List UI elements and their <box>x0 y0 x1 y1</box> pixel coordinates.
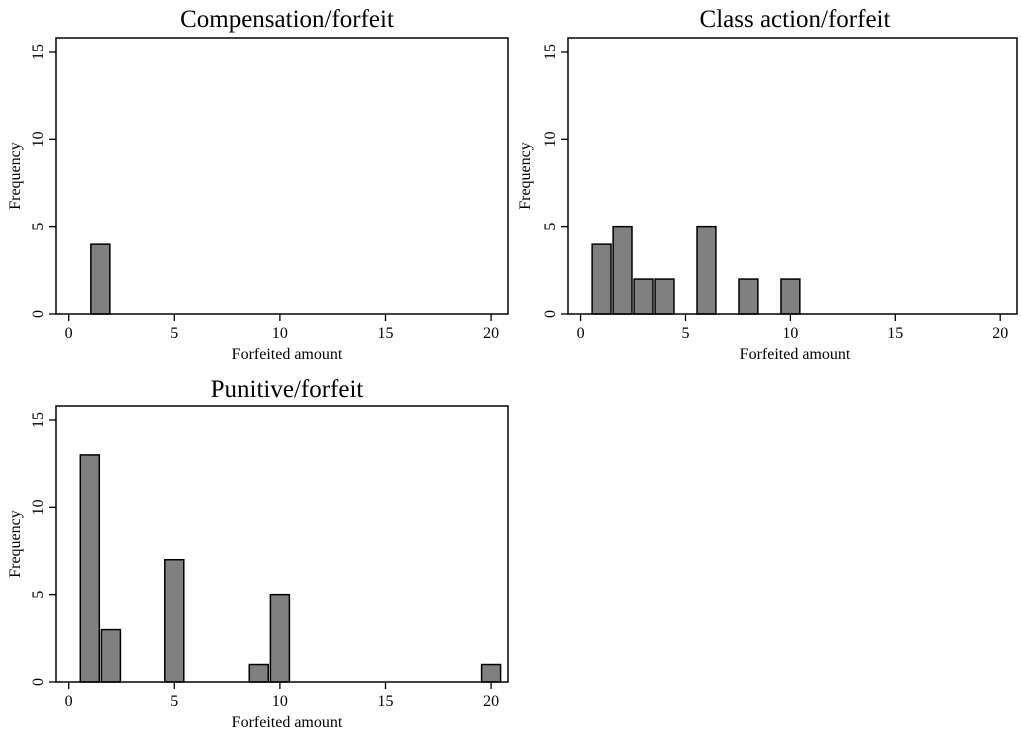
histogram-bar <box>269 593 291 683</box>
x-tick-label: 20 <box>483 693 499 710</box>
histogram-bar <box>164 558 185 683</box>
histogram-panel-3: Punitive/forfeit 0 5 10 15 20 0 5 10 15 Forfeited … <box>7 376 509 731</box>
plot-frame <box>567 37 1018 315</box>
y-axis-label: Frequency <box>517 142 534 210</box>
y-tick-label: 0 <box>30 310 47 318</box>
y-tick-label: 10 <box>30 499 47 515</box>
x-tick-label: 5 <box>170 693 178 710</box>
y-axis-label: Frequency <box>7 510 24 578</box>
histogram-panel-1: Compensation/forfeit 0 5 10 15 20 0 5 10 15 Forfei… <box>7 6 509 363</box>
histogram-bar <box>612 225 633 315</box>
y-tick-label: 15 <box>30 412 47 428</box>
histogram-bar <box>633 278 654 315</box>
panel-title: Compensation/forfeit <box>180 6 394 33</box>
histogram-bar <box>696 225 717 315</box>
y-tick-label: 5 <box>542 223 559 231</box>
x-tick-label: 15 <box>887 325 903 342</box>
x-tick-label: 10 <box>272 325 288 342</box>
y-tick-label: 15 <box>30 44 47 60</box>
histogram-bar <box>79 454 101 683</box>
x-tick-label: 0 <box>65 325 73 342</box>
x-tick-label: 20 <box>992 325 1008 342</box>
y-tick-label: 0 <box>30 678 47 686</box>
plot-frame <box>55 405 509 683</box>
x-axis-label: Forfeited amount <box>232 714 343 731</box>
plot-frame <box>55 37 509 315</box>
histogram-bar <box>248 663 270 683</box>
y-tick-label: 5 <box>30 223 47 231</box>
histogram-bar <box>654 278 675 315</box>
y-tick-label: 5 <box>30 591 47 599</box>
histogram-bar <box>591 243 612 315</box>
y-axis-label: Frequency <box>7 142 24 210</box>
panel-title: Class action/forfeit <box>700 6 891 33</box>
x-tick-label: 10 <box>272 693 288 710</box>
x-tick-label: 10 <box>782 325 798 342</box>
y-tick-label: 15 <box>542 44 559 60</box>
x-tick-label: 5 <box>170 325 178 342</box>
x-axis-label: Forfeited amount <box>232 346 343 363</box>
histogram-bar <box>90 243 111 315</box>
x-tick-label: 0 <box>577 325 585 342</box>
y-tick-label: 0 <box>542 310 559 318</box>
histogram-bar <box>100 628 122 683</box>
x-tick-label: 15 <box>377 325 393 342</box>
x-axis-label: Forfeited amount <box>740 346 851 363</box>
histogram-bar <box>480 663 502 683</box>
histogram-bar <box>738 278 759 315</box>
histogram-bar <box>780 278 801 315</box>
x-tick-label: 0 <box>65 693 73 710</box>
x-tick-label: 15 <box>377 693 393 710</box>
y-tick-label: 10 <box>30 131 47 147</box>
x-tick-label: 5 <box>681 325 689 342</box>
y-tick-label: 10 <box>542 131 559 147</box>
histogram-panel-2: Class action/forfeit 0 5 10 15 20 0 5 10 15 Forfei… <box>517 6 1018 363</box>
x-tick-label: 20 <box>483 325 499 342</box>
panel-title: Punitive/forfeit <box>211 376 364 403</box>
